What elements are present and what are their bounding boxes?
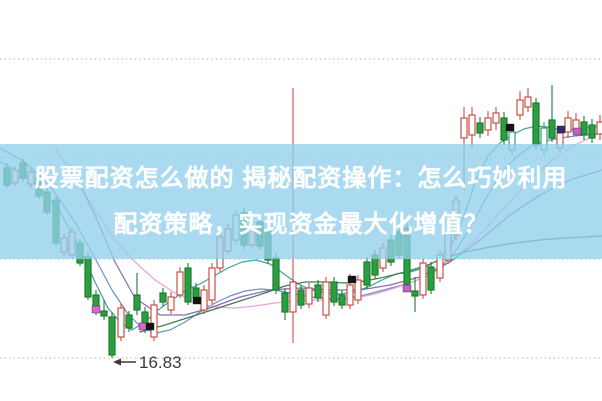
gridlines <box>0 58 602 359</box>
low-price-annotation: 16.83 <box>113 353 182 372</box>
low-price-label: 16.83 <box>139 353 182 372</box>
signal-markers <box>91 123 582 331</box>
